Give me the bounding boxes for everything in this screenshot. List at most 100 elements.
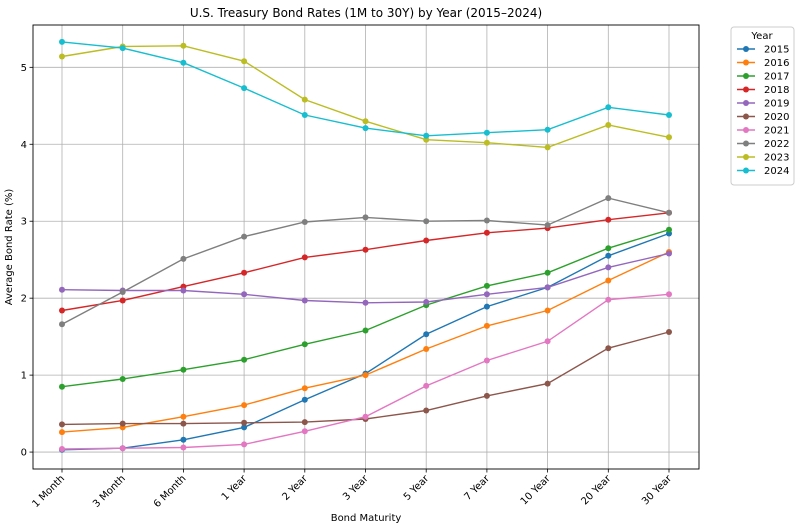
data-point xyxy=(605,296,612,303)
data-point xyxy=(119,297,126,304)
y-tick-label: 3 xyxy=(21,217,27,228)
data-point xyxy=(544,338,551,345)
data-point xyxy=(666,209,672,216)
data-point xyxy=(241,402,248,409)
x-tick-label: 10 Year xyxy=(519,473,554,508)
legend-item-2019: 2019 xyxy=(737,99,789,110)
legend-label: 2022 xyxy=(764,139,789,150)
data-point xyxy=(483,217,490,224)
data-point xyxy=(362,372,369,379)
data-point xyxy=(362,327,369,334)
x-tick-label: 1 Year xyxy=(220,473,250,503)
data-point xyxy=(544,144,551,151)
data-point xyxy=(241,85,248,92)
legend-label: 2015 xyxy=(764,45,789,56)
data-point xyxy=(180,255,187,262)
chart-title: U.S. Treasury Bond Rates (1M to 30Y) by … xyxy=(190,6,542,20)
y-tick-label: 4 xyxy=(21,140,27,151)
data-point xyxy=(180,366,187,373)
legend-swatch-marker xyxy=(743,59,749,66)
legend-swatch-marker xyxy=(743,154,749,160)
y-tick-label: 1 xyxy=(21,371,27,382)
x-axis-title: Bond Maturity xyxy=(331,513,402,524)
legend-label: 2017 xyxy=(764,72,789,83)
data-point xyxy=(544,284,551,291)
legend-label: 2023 xyxy=(764,153,789,164)
data-point xyxy=(59,321,65,328)
series-2017 xyxy=(59,226,672,390)
data-point xyxy=(301,419,308,426)
data-point xyxy=(605,216,612,223)
data-point xyxy=(483,129,490,136)
data-point xyxy=(483,282,490,289)
legend-item-2016: 2016 xyxy=(737,58,789,69)
data-point xyxy=(423,407,430,414)
data-point xyxy=(362,246,369,253)
data-point xyxy=(301,428,308,435)
x-tick-label: 30 Year xyxy=(640,473,675,508)
data-point xyxy=(605,122,612,128)
data-point xyxy=(301,396,308,403)
x-tick-label: 5 Year xyxy=(402,473,432,503)
x-tick-label: 20 Year xyxy=(579,473,614,508)
data-point xyxy=(605,277,612,284)
x-tick-label: 6 Month xyxy=(152,473,189,510)
legend-swatch-marker xyxy=(743,86,749,93)
data-point xyxy=(301,385,308,392)
series-2016 xyxy=(59,249,672,436)
data-point xyxy=(301,297,308,304)
x-tick-label: 7 Year xyxy=(463,473,493,503)
series-2021 xyxy=(59,291,672,452)
series-2022 xyxy=(59,195,672,328)
legend: Year 2015 2016 2017 2018 2019 2020 2021 2022 202… xyxy=(730,26,795,186)
data-point xyxy=(544,380,551,387)
data-point xyxy=(423,237,430,244)
legend-label: 2021 xyxy=(764,126,789,137)
data-point xyxy=(666,112,672,118)
data-point xyxy=(544,269,551,276)
data-point xyxy=(301,219,308,225)
data-point xyxy=(423,331,430,338)
series-layer xyxy=(59,38,672,453)
data-point xyxy=(362,118,369,125)
data-point xyxy=(605,345,612,352)
data-point xyxy=(241,269,248,276)
data-point xyxy=(605,195,612,202)
data-point xyxy=(301,254,308,261)
data-point xyxy=(180,59,187,66)
data-point xyxy=(483,303,490,310)
y-axis-ticks: 0 1 2 3 4 5 xyxy=(21,63,33,459)
y-tick-label: 2 xyxy=(21,294,27,305)
legend-swatch-marker xyxy=(743,73,749,79)
data-point xyxy=(119,45,126,52)
data-point xyxy=(605,252,612,259)
data-point xyxy=(666,291,672,298)
data-point xyxy=(241,419,248,426)
data-point xyxy=(180,444,187,451)
legend-item-2018: 2018 xyxy=(737,85,789,96)
data-point xyxy=(423,346,430,352)
data-point xyxy=(241,424,248,431)
legend-item-2015: 2015 xyxy=(737,45,789,56)
data-point xyxy=(605,104,612,111)
data-point xyxy=(666,134,672,141)
legend-swatch-marker xyxy=(743,100,749,106)
x-tick-label: 1 Month xyxy=(30,473,67,510)
data-point xyxy=(362,125,369,132)
data-point xyxy=(241,356,248,363)
data-point xyxy=(362,214,369,221)
data-point xyxy=(59,421,65,428)
plot-frame xyxy=(32,24,700,470)
data-point xyxy=(59,53,65,60)
legend-swatch-marker xyxy=(743,127,749,133)
data-point xyxy=(483,229,490,236)
data-point xyxy=(483,322,490,329)
data-point xyxy=(180,420,187,427)
data-point xyxy=(423,132,430,139)
data-point xyxy=(59,383,65,390)
legend-swatch-marker xyxy=(743,46,749,52)
data-point xyxy=(423,299,430,305)
data-point xyxy=(59,429,65,436)
legend-label: 2018 xyxy=(764,85,789,96)
